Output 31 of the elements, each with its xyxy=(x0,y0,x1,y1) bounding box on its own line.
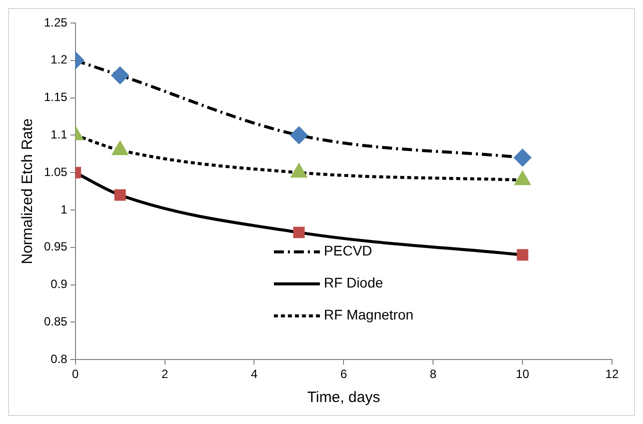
point xyxy=(516,249,528,261)
point xyxy=(114,189,126,201)
point xyxy=(290,126,308,144)
point xyxy=(514,172,530,186)
point xyxy=(293,226,305,238)
point xyxy=(112,66,129,84)
x-tick-label: 0 xyxy=(72,367,80,382)
y-axis-title: Normalized Etch Rate xyxy=(19,118,36,264)
point xyxy=(514,149,532,166)
y-tick-label: 1.1 xyxy=(50,128,68,142)
x-tick-label: 12 xyxy=(605,367,619,382)
x-tick-label: 10 xyxy=(516,367,530,382)
y-tick-label: 0.85 xyxy=(44,314,68,329)
x-tick-label: 8 xyxy=(430,367,437,382)
point xyxy=(112,142,128,156)
y-tick-label: 0.9 xyxy=(50,277,68,292)
legend-label: PECVD xyxy=(324,242,372,259)
x-tick-label: 4 xyxy=(250,367,258,382)
y-tick-label: 1.15 xyxy=(44,90,68,104)
legend-label: RF Diode xyxy=(324,274,384,291)
x-axis-title: Time, days xyxy=(307,389,380,406)
y-tick-label: 1.25 xyxy=(44,15,68,30)
point xyxy=(291,164,307,178)
y-tick-label: 0.95 xyxy=(44,240,68,254)
y-tick-label: 1.2 xyxy=(50,52,68,67)
legend-label: RF Magnetron xyxy=(324,306,414,323)
x-tick-label: 6 xyxy=(340,367,348,382)
y-tick-label: 0.8 xyxy=(50,352,68,366)
y-tick-label: 1.05 xyxy=(44,164,68,179)
y-tick-label: 1 xyxy=(60,202,68,216)
x-tick-label: 2 xyxy=(161,367,168,382)
